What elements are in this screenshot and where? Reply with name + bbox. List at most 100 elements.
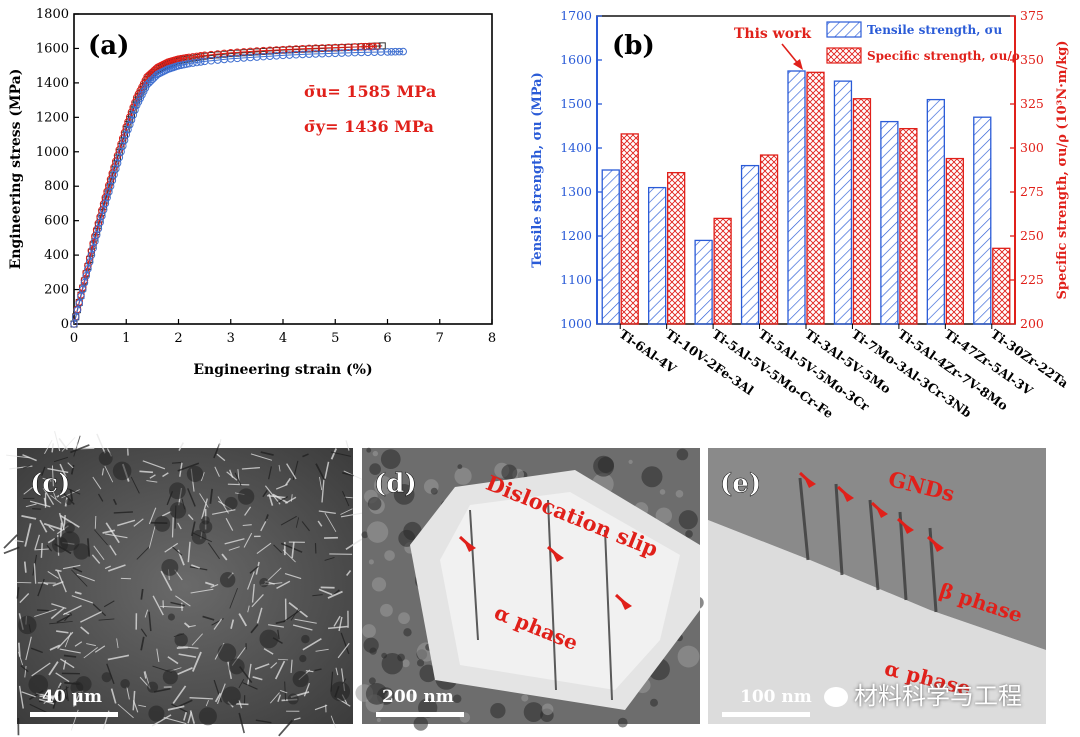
left-tick-label: 1100 <box>560 272 592 287</box>
bar-tensile-4 <box>787 70 806 325</box>
bar-specific-3 <box>759 154 779 325</box>
y-tick-label-a: 0 <box>61 317 69 332</box>
left-tick-label: 1300 <box>560 184 592 199</box>
x-tick-label-a: 5 <box>331 331 339 346</box>
data-point-circle <box>77 292 85 301</box>
scalebar-c <box>30 712 118 717</box>
data-point-circle <box>125 120 134 129</box>
data-point-circle <box>189 59 197 67</box>
y-tick-label-a: 800 <box>44 179 69 194</box>
data-point-circle <box>365 42 374 51</box>
scalebar-label-d: 200 nm <box>382 687 454 707</box>
y-tick-label-a: 1600 <box>36 41 69 56</box>
left-axis-label-b: Tensile strength, σu (MPa) <box>530 72 545 268</box>
this-work-arrow-head <box>793 59 803 70</box>
x-tick-label-a: 6 <box>383 331 391 346</box>
data-point-circle <box>399 47 407 56</box>
legend-label-tensile: Tensile strength, σu <box>867 23 1002 37</box>
bar-tensile-8 <box>973 116 992 325</box>
left-tick-label: 1500 <box>560 96 592 111</box>
right-tick-label: 325 <box>1020 96 1044 111</box>
left-tick-label: 1200 <box>560 228 592 243</box>
right-tick-label: 300 <box>1020 140 1044 155</box>
curve-line-1 <box>73 45 378 325</box>
data-point-circle <box>75 299 84 308</box>
red-arrow-shaft-7 <box>926 535 942 550</box>
data-point-circle <box>395 47 404 56</box>
micrograph-e: (e) <box>708 448 1046 724</box>
red-arrow-shaft-5 <box>870 501 886 516</box>
data-point-circle <box>185 59 193 68</box>
data-point-circle <box>70 320 78 328</box>
bar-specific-7 <box>945 157 964 325</box>
data-point-circle <box>179 60 188 69</box>
curve-line-2 <box>73 51 404 325</box>
scalebar-d <box>376 712 464 717</box>
red-arrow-shaft-4 <box>836 485 852 500</box>
data-point-circle <box>369 42 377 51</box>
left-tick-label: 1400 <box>560 140 592 155</box>
scalebar-label-c: 40 μm <box>42 687 103 707</box>
data-point-circle <box>196 58 205 66</box>
right-tick-label: 350 <box>1020 52 1044 67</box>
data-point-circle <box>383 48 392 56</box>
watermark: 材料科学与工程 <box>824 676 1022 711</box>
scalebar-label-e: 100 nm <box>740 687 812 707</box>
bar-specific-5 <box>852 98 872 325</box>
y-tick-label-a: 1200 <box>36 110 69 125</box>
alpha-phase-region <box>708 520 1046 724</box>
data-point-circle <box>89 244 97 253</box>
red-arrow-shaft-6 <box>896 517 912 532</box>
y-tick-label-a: 1400 <box>36 76 69 91</box>
bar-specific-0 <box>620 133 639 325</box>
panel-label-e: (e) <box>720 469 761 499</box>
micrograph-d: (d) <box>355 447 704 731</box>
bar-specific-6 <box>899 127 918 325</box>
dislocation-lines <box>469 499 613 701</box>
bar-tensile-1 <box>648 186 667 325</box>
data-point-circle <box>73 306 82 315</box>
annotation-yield-strength: σ̄y= 1436 MPa <box>304 117 434 136</box>
panel-label-c: (c) <box>30 469 70 499</box>
data-point-circle <box>80 278 89 287</box>
x-tick-label-a: 1 <box>122 331 130 346</box>
left-tick-label: 1600 <box>560 52 592 67</box>
data-point-circle <box>129 111 138 119</box>
data-point-circle <box>196 52 205 60</box>
y-tick-label-a: 1000 <box>36 145 69 160</box>
micrograph-c: (c) <box>3 431 364 737</box>
panel-label-a: (a) <box>88 31 129 61</box>
right-tick-label: 250 <box>1020 228 1044 243</box>
bar-specific-2 <box>713 217 732 325</box>
bar-tensile-3 <box>740 164 760 325</box>
left-tick-label: 1700 <box>560 8 592 23</box>
this-work-annotation: This work <box>734 26 811 42</box>
red-arrow-shaft-0 <box>458 535 474 550</box>
bar-tensile-0 <box>601 169 620 325</box>
scalebar-e <box>722 712 810 717</box>
right-axis-label-b: Specific strength, σu/ρ (10³N·m/kg) <box>1055 40 1070 299</box>
red-arrow-shaft-3 <box>798 471 814 486</box>
data-point-circle <box>124 125 132 134</box>
bar-tensile-7 <box>926 98 945 325</box>
data-point-circle <box>84 265 92 273</box>
wechat-icon <box>824 687 848 707</box>
data-point-circle <box>78 285 87 294</box>
data-point-circle <box>131 106 139 114</box>
panel-label-d: (d) <box>374 469 417 499</box>
x-tick-label-a: 4 <box>279 331 287 346</box>
watermark-text: 材料科学与工程 <box>854 682 1022 710</box>
bar-tensile-5 <box>833 80 853 325</box>
y-tick-label-a: 1800 <box>36 7 69 22</box>
data-point-circle <box>391 47 400 56</box>
y-tick-label-a: 200 <box>44 283 69 298</box>
data-point-circle <box>87 251 96 259</box>
left-tick-label: 1000 <box>560 316 592 331</box>
data-point-circle <box>174 61 183 70</box>
x-tick-label-a: 0 <box>70 331 78 346</box>
y-axis-label-a: Engineering stress (MPa) <box>8 69 24 270</box>
data-point-circle <box>71 313 80 321</box>
bar-specific-4 <box>806 71 825 325</box>
right-tick-label: 275 <box>1020 184 1044 199</box>
